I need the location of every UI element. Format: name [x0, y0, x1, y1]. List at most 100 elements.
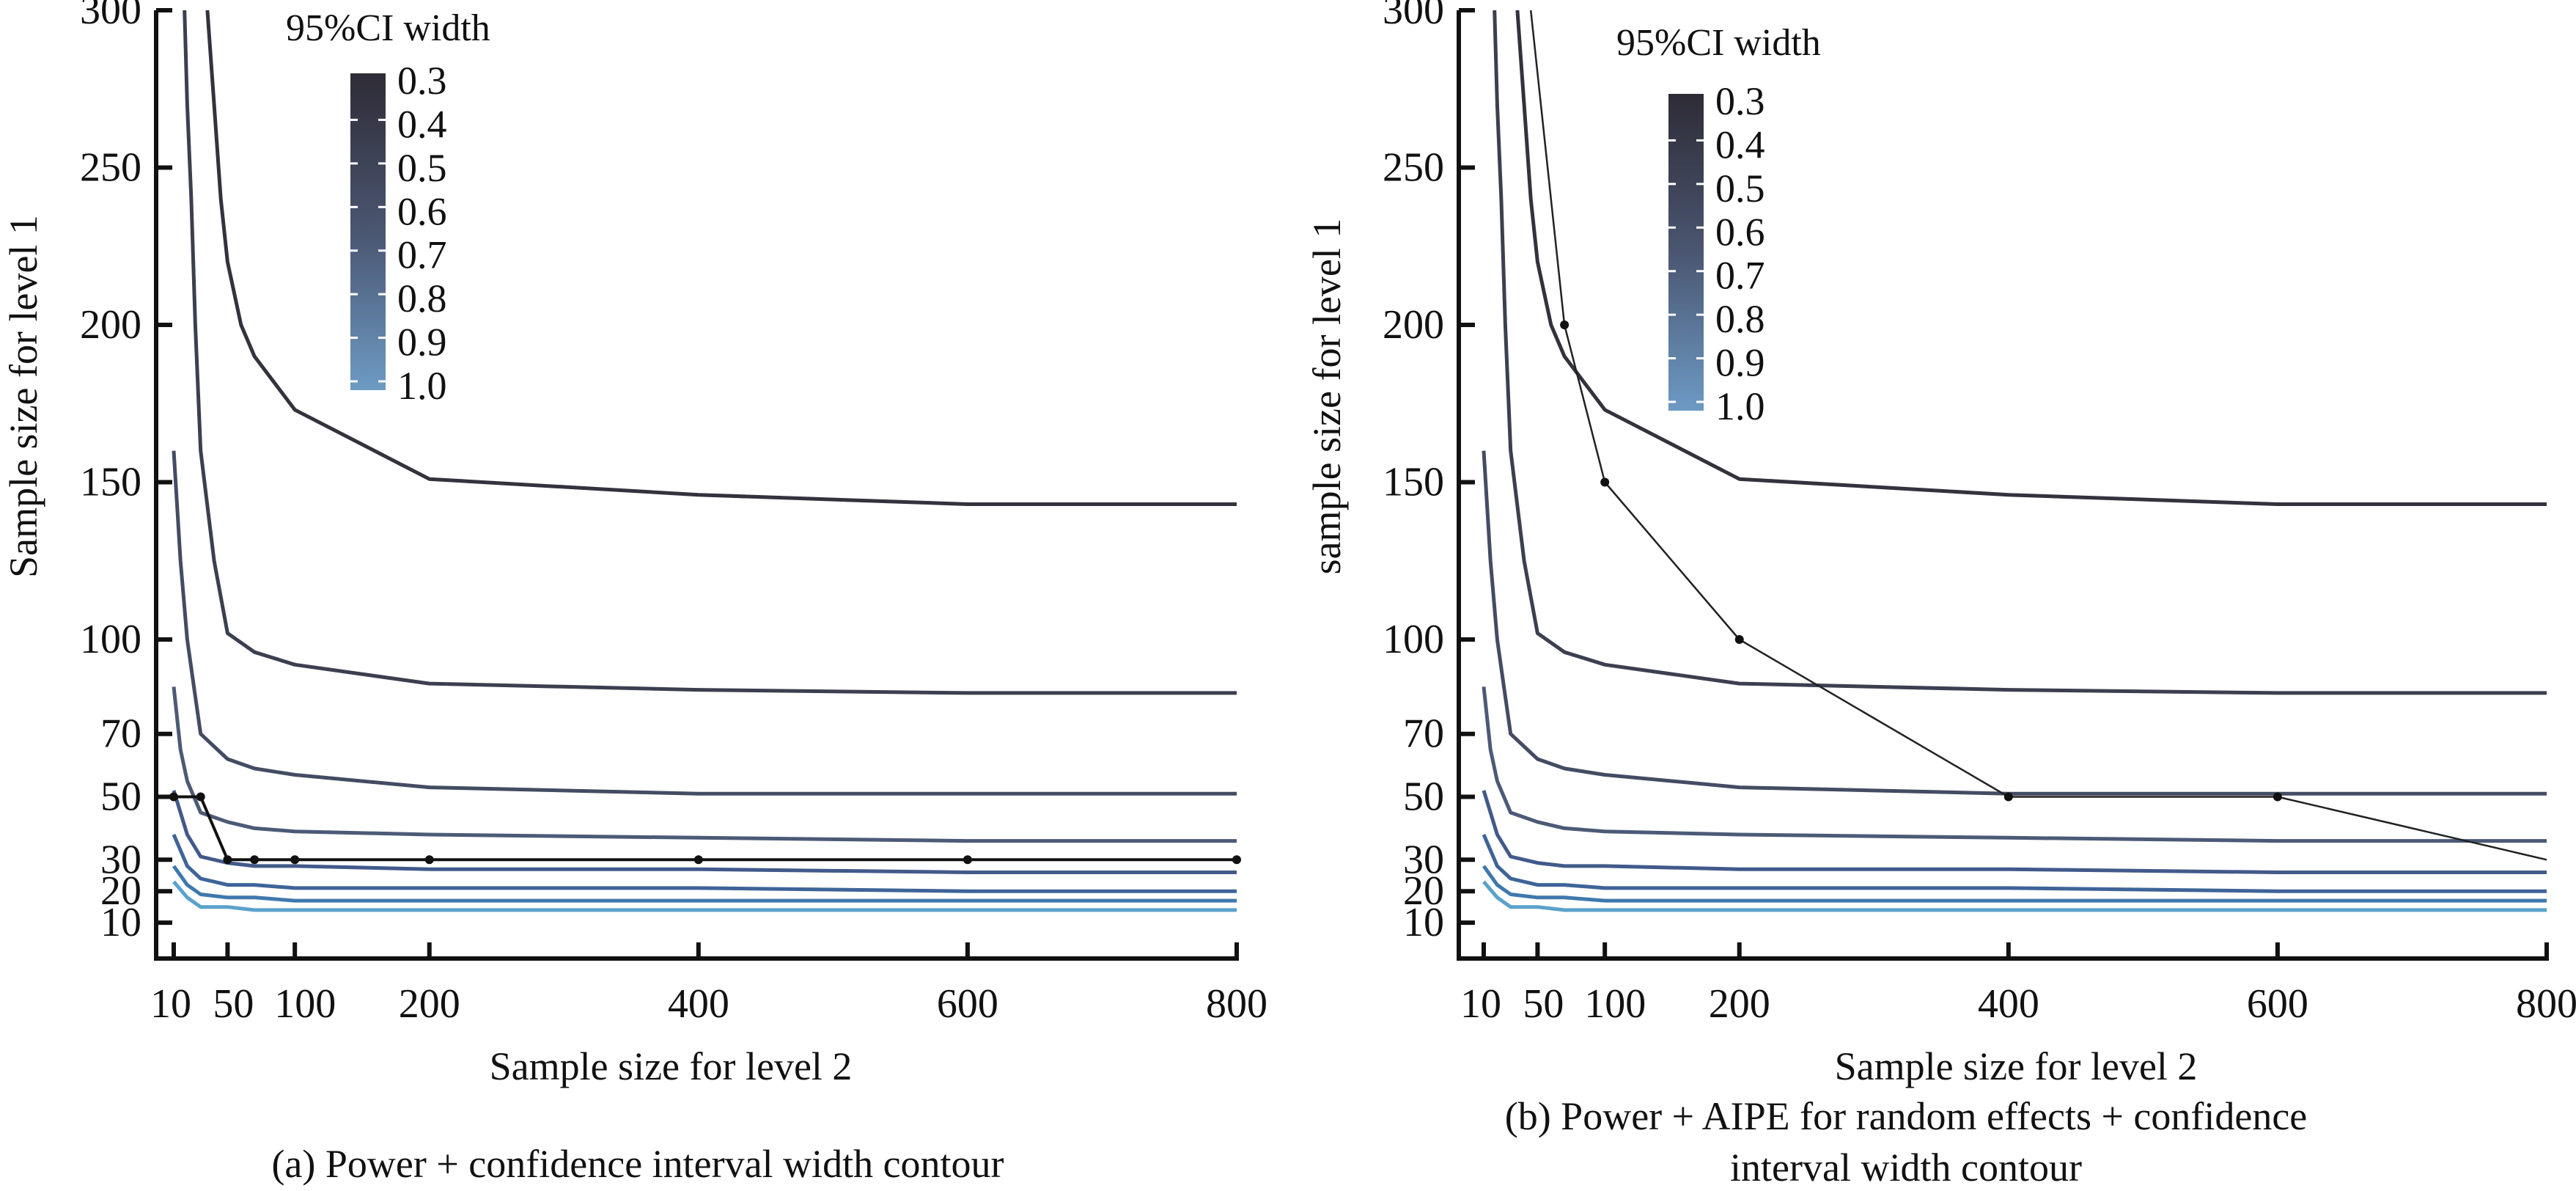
y-tick-label: 20: [1403, 868, 1444, 914]
overlay-marker: [963, 855, 972, 865]
y-tick-label: 300: [80, 0, 141, 33]
y-tick-label: 250: [1383, 145, 1444, 191]
x-tick-label: 400: [1978, 981, 2039, 1027]
y-axis-title: Sample size for level 1: [1, 215, 45, 578]
contour-line-0.5: [1482, 450, 2547, 796]
overlay-marker: [1232, 855, 1241, 865]
colorbar-level-label: 0.3: [1715, 79, 1765, 123]
colorbar-level-label: 0.6: [1715, 210, 1765, 254]
caption-line: interval width contour: [1730, 1146, 2082, 1190]
overlay-marker: [1560, 320, 1569, 329]
y-tick-label: 100: [1383, 617, 1444, 662]
x-tick-label: 200: [1709, 981, 1770, 1027]
overlay-marker: [290, 855, 300, 865]
y-tick-label: 300: [1383, 0, 1444, 33]
x-tick-label: 600: [937, 981, 998, 1027]
y-tick-label: 150: [1383, 460, 1444, 505]
aipe-line: [1529, 10, 2547, 861]
colorbar-legend: 95%CI width 0.30.40.50.60.70.80.91.0: [286, 7, 490, 408]
y-axis-title: sample size for level 1: [1305, 219, 1349, 575]
x-tick-label: 50: [213, 981, 254, 1027]
contour-line-1.0: [1482, 880, 2547, 912]
contour-line-0.3: [1515, 10, 2547, 506]
power-line: [169, 792, 1241, 865]
colorbar-level-label: 0.7: [397, 233, 447, 277]
y-tick-label: 150: [80, 460, 141, 505]
colorbar-level-label: 0.6: [397, 189, 447, 233]
contour-line-0.9: [172, 865, 1237, 903]
colorbar-level-label: 0.5: [1715, 166, 1765, 210]
y-tick-label: 200: [80, 302, 141, 348]
contour-line-0.8: [172, 834, 1237, 893]
caption-line: (a) Power + confidence interval width co…: [271, 1142, 1004, 1186]
overlay-marker: [1734, 635, 1744, 644]
power-line-path: [174, 795, 1237, 862]
contour-line-0.5: [172, 450, 1237, 796]
y-tick-label: 70: [100, 711, 141, 757]
y-tick-label: 50: [100, 774, 141, 820]
overlay-marker: [1600, 477, 1610, 487]
x-tick-label: 600: [2247, 981, 2308, 1027]
x-tick-label: 10: [150, 981, 191, 1027]
y-tick-label: 10: [100, 900, 141, 945]
x-tick-label: 800: [1206, 981, 1267, 1027]
overlay-marker: [424, 855, 434, 865]
colorbar-level-label: 0.5: [397, 146, 447, 190]
x-tick-label: 50: [1523, 981, 1564, 1027]
colorbar-level-label: 1.0: [397, 364, 447, 408]
x-tick-label: 10: [1460, 981, 1501, 1027]
y-tick-label: 70: [1403, 711, 1444, 757]
contour-line-0.9: [1482, 865, 2547, 903]
y-tick-label: 50: [1403, 774, 1444, 820]
colorbar-level-label: 0.3: [397, 59, 447, 103]
x-tick-label: 800: [2516, 981, 2576, 1027]
overlay-marker: [2273, 792, 2282, 802]
y-tick-label: 100: [80, 617, 141, 662]
x-tick-label: 200: [399, 981, 460, 1027]
x-tick-label: 100: [274, 981, 336, 1027]
colorbar-level-label: 0.7: [1715, 254, 1765, 298]
colorbar-level-label: 0.9: [397, 320, 447, 364]
contour-lines: [172, 10, 1237, 912]
overlay-marker: [250, 855, 260, 865]
y-tick-label: 10: [1403, 900, 1444, 945]
contour-line-0.4: [183, 10, 1237, 695]
contour-line-0.7: [172, 790, 1237, 874]
y-tick-label: 250: [80, 145, 141, 191]
x-tick-label: 400: [668, 981, 729, 1027]
overlay-marker: [2003, 792, 2013, 802]
contour-line-0.8: [1482, 834, 2547, 893]
y-tick-label: 200: [1383, 302, 1444, 348]
colorbar-title: 95%CI width: [286, 7, 490, 49]
contour-line-1.0: [172, 880, 1237, 912]
colorbar-level-label: 0.4: [1715, 122, 1765, 166]
overlay-marker: [223, 855, 232, 865]
y-tick-label: 20: [100, 868, 141, 914]
overlay-marker: [196, 792, 205, 802]
colorbar-title: 95%CI width: [1616, 22, 1821, 64]
colorbar-level-label: 0.4: [397, 102, 447, 146]
colorbar-legend: 95%CI width 0.30.40.50.60.70.80.91.0: [1616, 22, 1821, 428]
contour-line-0.4: [1493, 10, 2547, 695]
colorbar-level-label: 1.0: [1715, 384, 1765, 428]
contour-line-0.7: [1482, 790, 2547, 874]
contour-line-0.3: [205, 10, 1237, 506]
y-tick-label: 30: [1403, 837, 1444, 882]
colorbar-level-label: 0.8: [397, 276, 447, 320]
caption-line: (b) Power + AIPE for random effects + co…: [1505, 1094, 2308, 1138]
x-axis-title: Sample size for level 2: [490, 1044, 853, 1088]
y-tick-label: 30: [100, 837, 141, 882]
contour-line-0.6: [172, 686, 1237, 843]
colorbar-level-label: 0.8: [1715, 297, 1765, 341]
x-axis-title: Sample size for level 2: [1835, 1044, 2198, 1088]
contour-line-0.6: [1482, 686, 2547, 843]
colorbar-level-label: 0.9: [1715, 341, 1765, 385]
contour-lines: [1482, 10, 2547, 912]
x-tick-label: 100: [1584, 981, 1646, 1027]
overlay-marker: [693, 855, 703, 865]
